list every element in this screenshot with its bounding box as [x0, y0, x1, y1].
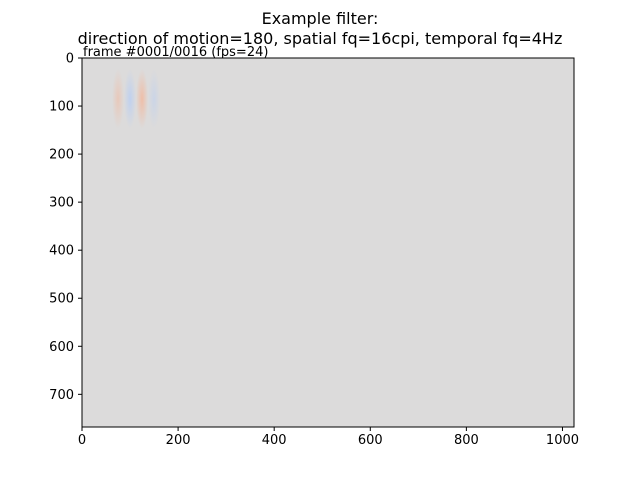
x-tick-label: 800: [454, 433, 479, 448]
x-axis: 0 200 400 600 800 1000: [78, 427, 579, 448]
y-tick-label: 400: [49, 244, 74, 259]
plot-frame: [81, 57, 575, 428]
filter-blob-positive: [112, 68, 125, 129]
y-tick-label: 600: [49, 340, 74, 355]
x-tick-label: 400: [262, 433, 287, 448]
y-tick-label: 300: [49, 196, 74, 211]
y-tick-label: 0: [66, 52, 74, 67]
frame-counter-label: frame #0001/0016 (fps=24): [83, 45, 269, 60]
filter-blob-negative: [124, 68, 137, 129]
filter-blob-positive: [136, 68, 149, 129]
x-tick-label: 600: [358, 433, 383, 448]
chart-title-line2: direction of motion=180, spatial fq=16cp…: [77, 29, 563, 48]
heatmap-image: [82, 58, 574, 427]
y-tick-label: 700: [49, 388, 74, 403]
y-axis: 0 100 200 300 400 500 600 700: [49, 52, 82, 403]
chart-title-line1: Example filter:: [261, 9, 379, 28]
filter-blobs: [112, 68, 161, 129]
y-tick-label: 100: [49, 100, 74, 115]
filter-blob-negative: [148, 68, 161, 129]
x-tick-label: 200: [166, 433, 191, 448]
x-tick-label: 1000: [546, 433, 579, 448]
y-tick-label: 500: [49, 292, 74, 307]
x-tick-label: 0: [78, 433, 86, 448]
y-tick-label: 200: [49, 148, 74, 163]
